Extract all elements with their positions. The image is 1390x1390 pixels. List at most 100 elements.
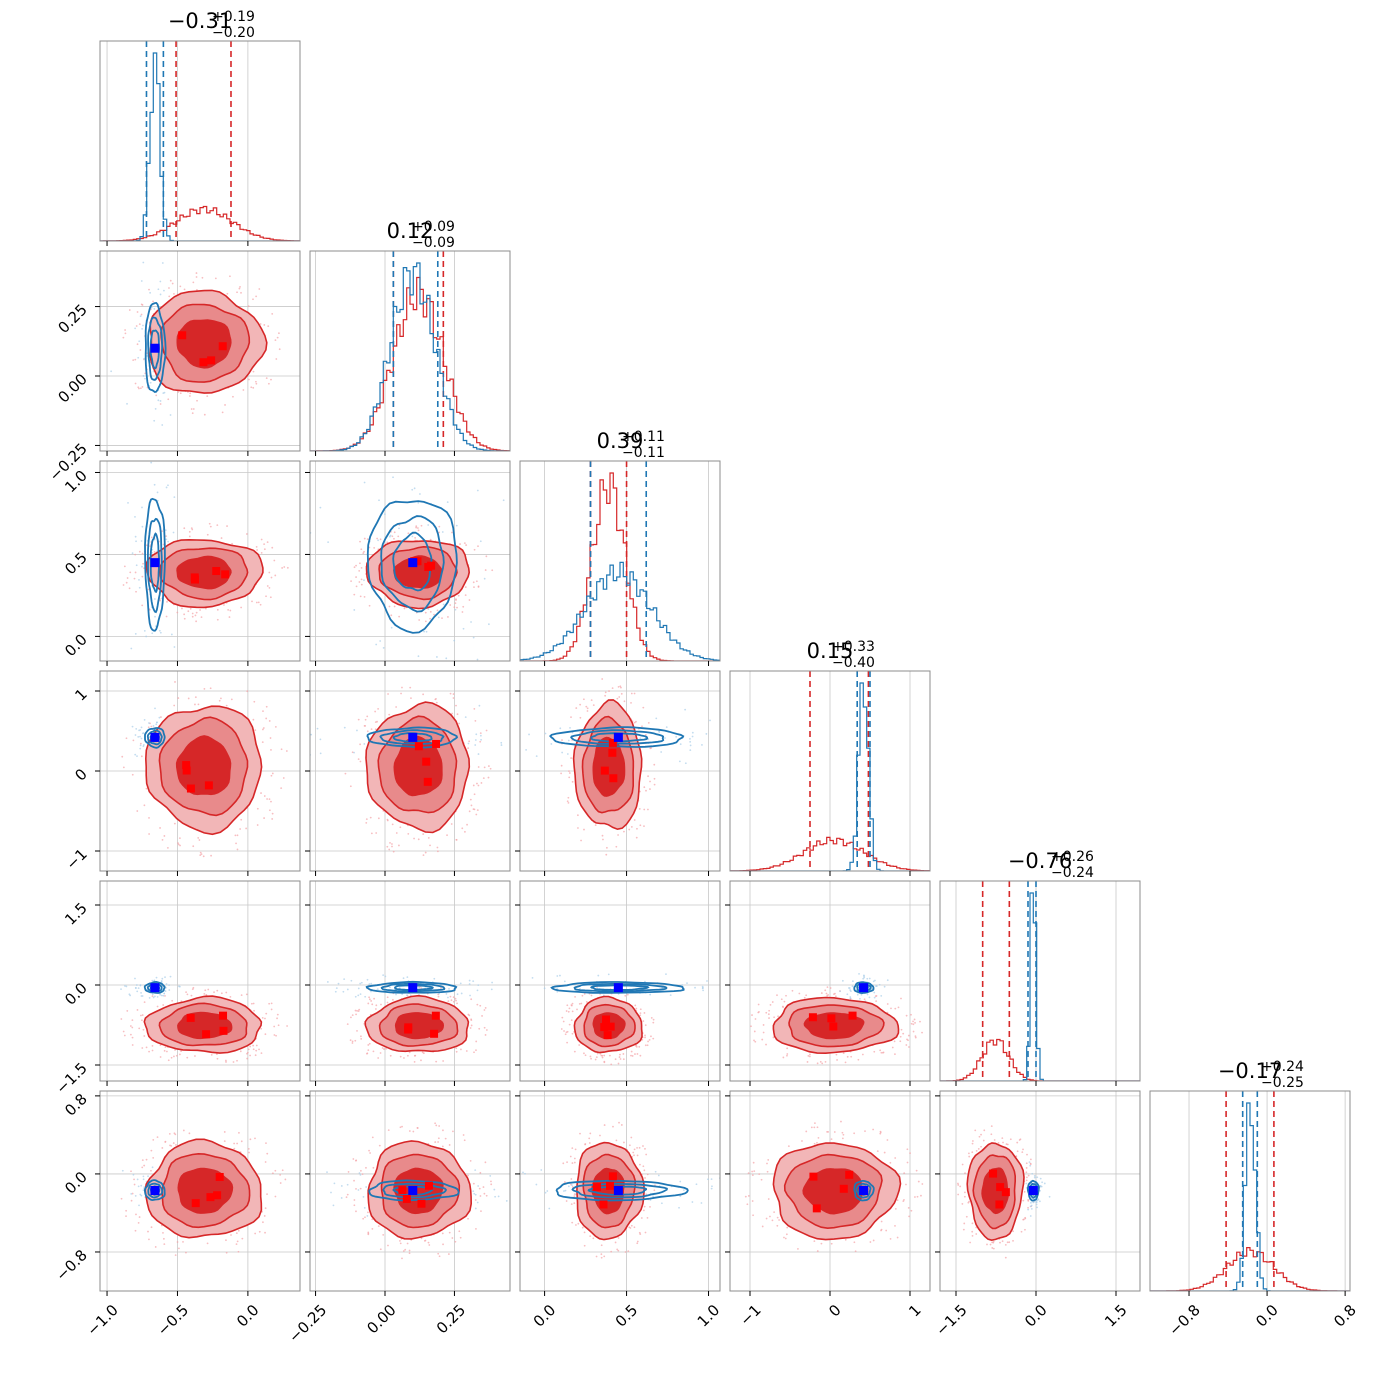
sample-point-blue (149, 381, 152, 384)
sample-point-red (437, 1137, 440, 1140)
sample-point-blue (1035, 1203, 1038, 1206)
sample-point-red (268, 809, 271, 812)
sample-point-blue (679, 1195, 682, 1198)
sample-point-red (885, 1229, 888, 1232)
sample-point-blue (326, 981, 329, 983)
sample-point-red (132, 739, 135, 742)
sample-point-red (352, 1158, 355, 1160)
sample-point-red (355, 564, 357, 567)
sample-point-red (633, 1148, 636, 1151)
sample-point-red (252, 386, 255, 389)
sample-point-blue (490, 988, 493, 991)
contour-blue (144, 497, 166, 632)
sample-point-red (467, 747, 470, 750)
panel-content (520, 461, 720, 661)
panel-2-1: −0.250.000.25 (46, 250, 301, 485)
sample-point-red (638, 1146, 641, 1149)
sample-point-blue (472, 1200, 474, 1202)
sample-point-red (827, 1131, 830, 1133)
sample-point-blue (167, 484, 169, 487)
histogram-blue (940, 892, 1140, 1081)
sample-point-red (240, 994, 243, 997)
sample-point-red (154, 1246, 157, 1248)
sample-point-red (259, 603, 262, 606)
sample-point-red (245, 533, 248, 535)
sample-point-red (188, 535, 191, 538)
sample-point-blue (436, 656, 438, 658)
sample-point-blue (137, 1185, 140, 1188)
sample-point-red (906, 1148, 909, 1151)
sample-point-red (834, 995, 837, 998)
sample-point-red (138, 1216, 141, 1218)
sample-point-red (619, 685, 622, 688)
sample-point-blue (846, 993, 849, 996)
sample-point-blue (158, 716, 161, 719)
sample-point-red (175, 1054, 178, 1057)
sample-point-red (391, 823, 394, 826)
tick-label-y: 0.0 (61, 631, 91, 661)
sample-point-red (758, 1173, 761, 1175)
sample-point-red (388, 848, 391, 851)
sample-point-blue (459, 982, 462, 985)
sample-point-blue (137, 987, 140, 990)
sample-point-red (197, 837, 200, 839)
sample-point-red (910, 1209, 913, 1212)
sample-point-red (451, 1237, 454, 1239)
sample-point-red (255, 601, 258, 604)
sample-point-red (603, 1255, 606, 1258)
sample-point-red (145, 1158, 148, 1161)
sample-point-red (599, 1134, 601, 1137)
sample-point-red (138, 1027, 141, 1030)
sample-point-red (961, 1163, 964, 1166)
sample-point-red (284, 1178, 287, 1181)
marker-red (219, 1026, 228, 1035)
sample-point-red (647, 721, 650, 724)
sample-point-blue (161, 424, 164, 426)
tick-label-x: 0.0 (1252, 1301, 1282, 1331)
sample-point-red (408, 1130, 411, 1132)
sample-point-red (442, 1243, 444, 1246)
sample-point-blue (165, 486, 168, 489)
sample-point-red (880, 1220, 883, 1223)
sample-point-blue (710, 1187, 713, 1190)
sample-point-red (965, 1215, 968, 1218)
sample-point-red (361, 1173, 364, 1176)
sample-point-red (776, 1216, 779, 1219)
sample-point-red (894, 1007, 897, 1010)
sample-point-red (229, 996, 232, 998)
sample-point-red (351, 1040, 354, 1043)
sample-point-red (649, 1206, 651, 1208)
sample-point-red (435, 697, 437, 700)
sample-point-red (639, 1014, 642, 1017)
sample-point-red (168, 1133, 171, 1135)
sample-point-red (177, 697, 180, 699)
sample-point-red (233, 1142, 236, 1145)
sample-point-red (1016, 1150, 1019, 1153)
sample-point-blue (1031, 1172, 1034, 1175)
sample-point-red (268, 586, 271, 589)
sample-point-blue (689, 737, 691, 740)
sample-point-blue (472, 636, 475, 639)
panel-6-2: −0.25 0.00 0.25 (285, 1090, 539, 1346)
sample-point-red (919, 1020, 921, 1023)
sample-point-blue (487, 1202, 489, 1204)
sample-point-red (469, 798, 472, 801)
sample-point-blue (335, 987, 338, 989)
sample-point-blue (571, 1184, 573, 1187)
contour-blue (550, 981, 685, 994)
sample-point-blue (146, 355, 148, 357)
sample-point-blue (873, 991, 876, 994)
sample-point-red (817, 1136, 820, 1139)
sample-point-red (560, 764, 563, 767)
sample-point-red (142, 562, 144, 565)
sample-point-blue (419, 493, 421, 495)
sample-point-blue (537, 1189, 539, 1191)
sample-point-blue (679, 743, 682, 746)
sample-point-red (176, 1241, 179, 1243)
sample-point-red (473, 548, 476, 551)
sample-point-red (262, 728, 264, 731)
sample-point-red (910, 1013, 912, 1016)
sample-point-red (417, 529, 420, 532)
marker-red (608, 1172, 617, 1181)
sample-point-red (224, 404, 226, 406)
